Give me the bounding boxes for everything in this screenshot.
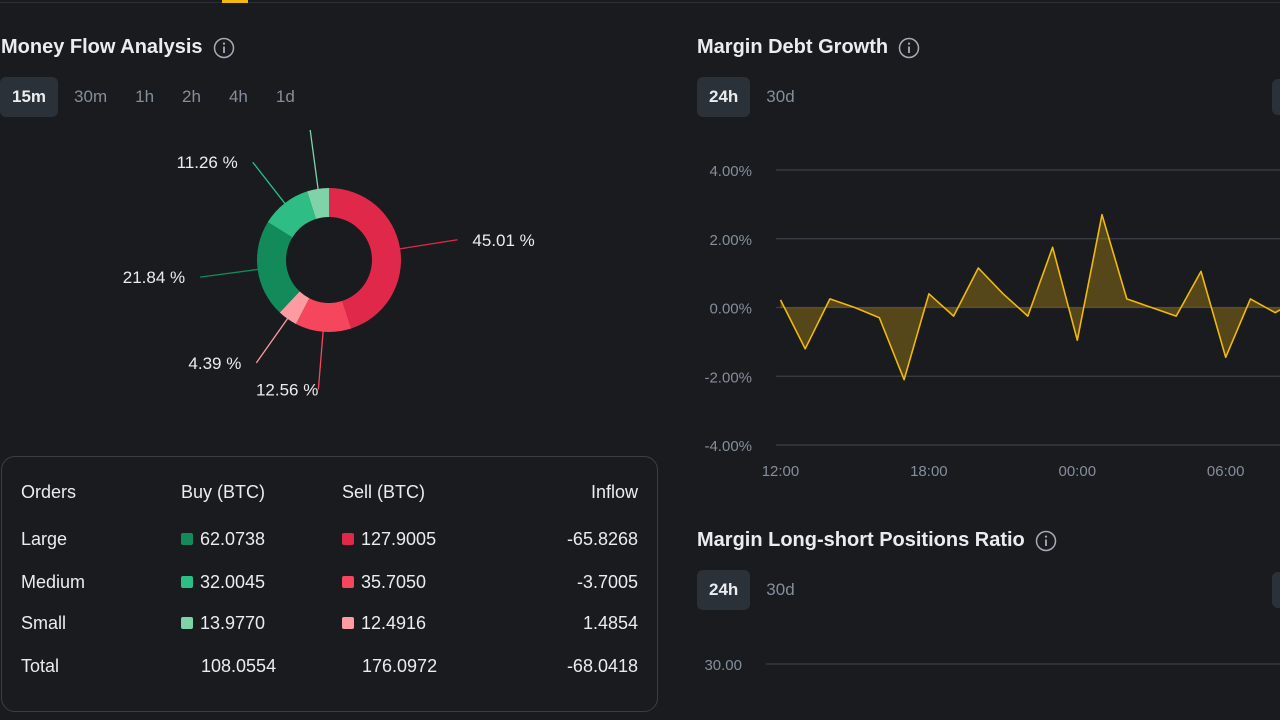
medium-buy-swatch [181,576,193,588]
top-divider [0,2,1280,3]
debt-y-tick-label: -2.00% [704,369,752,386]
margin-debt-period-tab-30d[interactable]: 30d [766,87,795,106]
total-buy-value: 108.0554 [201,656,277,676]
margin-debt-area-fill [780,214,1280,380]
info-icon[interactable] [898,37,920,59]
donut-value-label: 21.84 % [123,268,185,287]
margin-debt-chart: 4.00% 2.00% 0.00% -2.00% -4.00% 12:00 18:00 00… [704,163,1280,480]
interval-tab-4h[interactable]: 4h [228,87,248,106]
interval-tab-2h[interactable]: 2h [182,87,201,106]
header-buy: Buy (BTC) [181,482,266,502]
sell-value: 127.9005 [361,529,437,549]
margin-debt-title-text: Margin Debt Growth [697,36,889,58]
donut-slice-medium-buy[interactable] [267,191,316,238]
money-flow-title: Money Flow Analysis [1,36,235,59]
donut-leader-line [394,239,458,251]
donut-slice-small-buy[interactable] [307,188,329,220]
donut-slice-small-sell[interactable] [279,291,310,324]
long-short-period-tab-30d[interactable]: 30d [766,580,795,599]
table-row: Small 13.9770 12.4916 1.4854 [2,608,657,638]
row-label: Medium [21,572,86,592]
debt-x-tick-label: 06:00 [1207,463,1245,480]
donut-slice-medium-sell[interactable] [295,298,352,332]
interval-tab-1h[interactable]: 1h [135,87,155,106]
donut-value-label: 11.26 % [177,153,238,172]
money-flow-interval-tabs: 15m 30m 1h 2h 4h 1d [0,77,307,117]
long-short-period-tabs: 24h 30d [697,570,807,610]
large-buy-swatch [181,533,193,545]
small-buy-swatch [181,617,193,629]
debt-y-tick-label: -4.00% [704,438,752,455]
row-label: Small [21,613,67,633]
small-sell-swatch [342,617,354,629]
sell-cell: 127.9005 [342,524,436,554]
long-short-options-button[interactable] [1272,572,1280,608]
donut-value-label: 45.01 % [472,231,534,250]
buy-value: 32.0045 [200,572,266,592]
buy-value: 62.0738 [200,529,266,549]
sell-value: 35.7050 [361,572,427,592]
debt-x-tick-label: 12:00 [762,463,800,480]
row-label: Total [21,656,60,676]
margin-debt-title: Margin Debt Growth [697,36,920,59]
sell-cell: 35.7050 [342,567,426,597]
debt-y-tick-label: 0.00% [709,301,752,318]
donut-leader-line [255,313,292,364]
total-sell-value: 176.0972 [362,656,438,676]
margin-debt-period-tabs: 24h 30d [697,77,807,117]
inflow-value: 1.4854 [582,613,638,633]
margin-debt-line [779,213,1280,381]
debt-y-tick-label: 4.00% [709,163,752,180]
buy-cell: 32.0045 [181,567,265,597]
donut-leader-line [200,268,264,278]
debt-y-tick-label: 2.00% [709,232,752,249]
header-orders: Orders [21,482,77,502]
table-row: Large 62.0738 127.9005 -65.8268 [2,524,657,554]
interval-tab-15m[interactable]: 15m [0,77,59,117]
inflow-value: -65.8268 [566,529,638,549]
total-inflow-value: -68.0418 [566,656,638,676]
debt-x-tick-label: 18:00 [910,463,948,480]
donut-leader-line [309,130,320,195]
buy-cell: 62.0738 [181,524,265,554]
sell-value: 12.4916 [361,613,427,633]
table-header-row: Orders Buy (BTC) Sell (BTC) Inflow [2,477,657,507]
table-row: Medium 32.0045 35.7050 -3.7005 [2,567,657,597]
margin-debt-period-tab-24h[interactable]: 24h [697,77,751,117]
margin-debt-options-button[interactable] [1272,79,1280,115]
header-inflow: Inflow [590,482,638,502]
sell-cell: 12.4916 [342,608,426,638]
buy-cell: 13.9770 [181,608,265,638]
donut-leader-line [252,161,289,209]
debt-x-tick-label: 00:00 [1059,463,1097,480]
interval-tab-30m[interactable]: 30m [74,87,108,106]
long-short-y-tick-label: 30.00 [704,657,742,674]
buy-value: 13.9770 [200,613,266,633]
active-tab-indicator [222,0,248,3]
info-icon[interactable] [1035,530,1057,552]
inflow-value: -3.7005 [576,572,638,592]
long-short-title-text: Margin Long-short Positions Ratio [697,529,1025,551]
long-short-period-tab-24h[interactable]: 24h [697,570,751,610]
donut-slice-large-buy[interactable] [256,222,300,313]
table-row-total: Total 108.0554 176.0972 -68.0418 [2,651,657,681]
large-sell-swatch [342,533,354,545]
money-flow-donut-chart: 45.01 % 12.56 % 4.39 % 21.84 % 11.26 % 4.91 % [123,130,535,400]
header-sell: Sell (BTC) [342,482,426,502]
donut-leader-line [317,325,325,390]
money-flow-table: Orders Buy (BTC) Sell (BTC) Inflow Large… [1,456,658,712]
donut-value-label: 4.39 % [188,354,241,373]
info-icon[interactable] [213,37,235,59]
interval-tab-1d[interactable]: 1d [275,87,295,106]
donut-value-label: 12.56 % [256,381,318,400]
medium-sell-swatch [342,576,354,588]
long-short-title: Margin Long-short Positions Ratio [697,529,1057,552]
long-short-chart: 30.00 [704,657,1280,674]
row-label: Large [21,529,68,549]
money-flow-title-text: Money Flow Analysis [1,36,203,58]
donut-value-label: 4.91 % [241,130,294,134]
donut-slice-large-sell[interactable] [329,188,401,329]
